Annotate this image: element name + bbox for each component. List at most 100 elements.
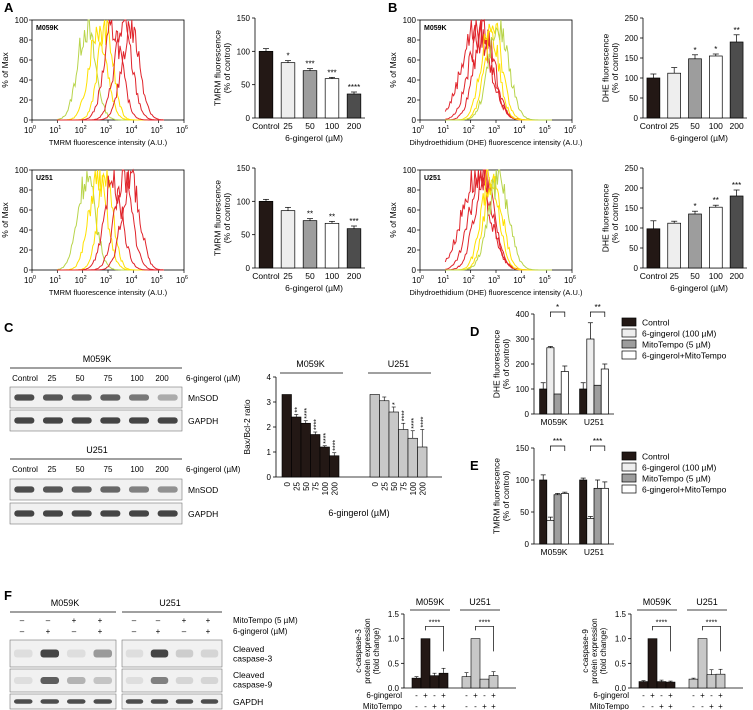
y-tick-label: 0: [24, 116, 29, 125]
y-tick-label: 0: [525, 410, 530, 419]
panel-label-f: F: [4, 588, 12, 603]
y-tick-label: 0: [634, 264, 639, 273]
gapdh-blot-u251-frame: [9, 502, 183, 525]
bar: [420, 638, 431, 689]
bar: [411, 677, 422, 689]
x-tick-exponent: 0: [421, 275, 424, 281]
y-axis-label: % of Max: [388, 52, 398, 88]
treatment-sign: –: [182, 627, 187, 636]
y-axis-label: TMRM fluorescence: [212, 30, 222, 106]
blot-band: [100, 394, 121, 401]
y-axis-label: (% of control): [610, 43, 620, 94]
y-axis-label: (fold change): [599, 627, 608, 674]
blot-lane-label: 25: [48, 374, 57, 383]
significance-bracket: [652, 625, 671, 652]
y-tick-label: 60: [407, 56, 416, 65]
x-tick-exponent: 4: [522, 125, 525, 131]
y-tick-label: 150: [625, 54, 639, 63]
y-axis-label: % of Max: [388, 202, 398, 238]
blot-band: [128, 486, 150, 493]
blot-band: [71, 510, 92, 517]
significance-bracket: [590, 311, 606, 317]
x-tick-exponent: 5: [160, 125, 163, 131]
significance-mark: **: [713, 196, 719, 205]
bar: [706, 674, 717, 689]
bar: [667, 222, 681, 269]
blot-lane-label: 25: [48, 465, 57, 474]
blot-band: [66, 677, 86, 684]
y-tick-label: 400: [516, 310, 530, 319]
x-tick-label: Control: [640, 271, 668, 281]
treatment-sign: -: [465, 702, 468, 710]
blot-band-label: caspase-9: [233, 680, 272, 690]
bar: [470, 638, 481, 689]
bar: [310, 434, 321, 478]
treatment-sign: +: [206, 616, 211, 625]
histogram-curve: [57, 168, 164, 271]
y-axis-label: DHE fluorescence: [600, 33, 610, 102]
x-tick-label: 100: [412, 275, 424, 285]
blot-treatment-label: MitoTempo (5 µM): [233, 616, 298, 625]
x-tick-label: 106: [176, 125, 188, 135]
panel-label-b: B: [388, 0, 398, 15]
blot-band: [40, 677, 60, 684]
blot-cell-label: U251: [86, 445, 108, 455]
x-tick-label: 25: [669, 271, 679, 281]
treatment-sign: -: [692, 702, 695, 710]
y-axis-label: (% of control): [610, 193, 620, 244]
bar: [438, 672, 449, 689]
treatment-sign: -: [424, 702, 427, 710]
significance-mark: *: [392, 402, 399, 405]
treatment-sign: +: [423, 691, 428, 700]
legend-label: Control: [642, 318, 670, 328]
x-tick-label: 200: [730, 121, 744, 131]
x-tick-label: 106: [564, 275, 576, 285]
blot-lane-label: Control: [12, 374, 38, 383]
blot-band-label: MnSOD: [188, 393, 218, 403]
x-tick-label: 101: [437, 275, 449, 285]
blot-cell-label: M059K: [51, 598, 80, 608]
y-tick-label: 200: [625, 34, 639, 43]
treatment-sign: +: [718, 702, 723, 710]
y-axis-label: TMRM fluorescence: [491, 458, 501, 534]
blot-band: [93, 677, 113, 684]
legend-swatch: [621, 473, 637, 483]
y-axis-label: c-caspase-9: [581, 629, 590, 673]
x-tick-label: 100: [321, 481, 330, 495]
y-tick-label: 300: [516, 335, 530, 344]
y-tick-label: 50: [241, 81, 250, 90]
x-tick-label: 100: [325, 271, 339, 281]
significance-mark: ****: [304, 408, 311, 419]
y-tick-label: 20: [407, 246, 416, 255]
panel-label-d: D: [470, 324, 480, 339]
x-tick-label: M059K: [541, 547, 568, 557]
legend-swatch: [621, 317, 637, 327]
blot-band: [42, 486, 64, 493]
blot-band: [100, 417, 121, 424]
treatment-sign: -: [642, 691, 645, 700]
bar: [688, 678, 699, 689]
treatment-sign: +: [441, 702, 446, 710]
x-tick-label: Control: [252, 121, 280, 131]
treatment-sign: +: [98, 627, 103, 636]
bar: [593, 384, 602, 415]
significance-mark: ****: [420, 416, 427, 427]
panel-label-e: E: [470, 458, 479, 473]
y-tick-label: 250: [625, 14, 639, 23]
x-tick-label: 200: [347, 271, 361, 281]
bar: [579, 388, 588, 415]
bar: [488, 675, 499, 689]
bar: [291, 416, 302, 478]
x-tick-exponent: 6: [573, 275, 576, 281]
blot-band: [14, 417, 35, 424]
bar: [324, 222, 340, 269]
histogram-curve: [445, 169, 552, 271]
x-tick-exponent: 0: [33, 275, 36, 281]
y-axis-label: % of Max: [0, 52, 10, 88]
bar: [688, 213, 702, 269]
y-tick-label: 20: [407, 96, 416, 105]
legend-label: MitoTempo (5 µM): [642, 474, 711, 484]
y-axis-label: (% of control): [222, 43, 232, 94]
treatment-sign: -: [651, 702, 654, 710]
